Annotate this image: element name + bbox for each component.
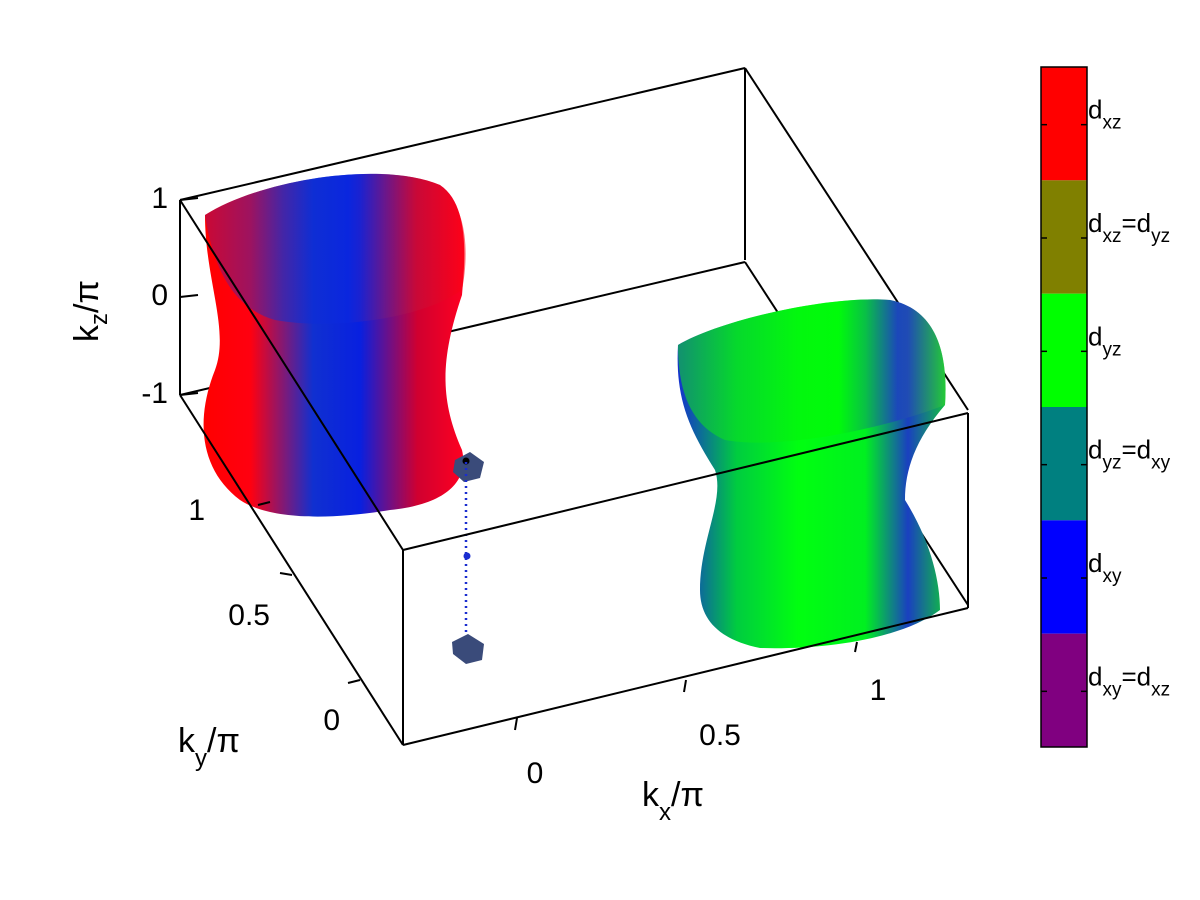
colorbar-swatch bbox=[1041, 407, 1087, 521]
x-axis-label-sub: x bbox=[659, 799, 671, 826]
colorbar-label: dxz=dyz bbox=[1088, 208, 1170, 247]
orbital-colorbar: dxz dxz=dyz dyz dyz=dxy dxy dxy=dxz bbox=[1040, 66, 1171, 748]
z-tick-labels: 1 0 -1 bbox=[141, 182, 168, 410]
surface-small-pockets bbox=[452, 452, 484, 664]
z-axis-label-tail: /π bbox=[68, 280, 106, 313]
z-tick-label: -1 bbox=[141, 377, 168, 410]
colorbar-swatch bbox=[1041, 520, 1087, 634]
y-axis-label-tail: /π bbox=[207, 722, 240, 760]
surface-pocket-near-x-edge bbox=[677, 299, 946, 649]
z-axis-label: kz/π bbox=[68, 280, 113, 342]
x-tick-label: 0 bbox=[527, 757, 544, 790]
y-axis-label-sub: y bbox=[195, 745, 207, 772]
y-tick-label: 0 bbox=[323, 704, 340, 737]
x-axis-label-base: k bbox=[642, 776, 660, 814]
x-tick-label: 0.5 bbox=[699, 719, 741, 752]
y-tick-label: 1 bbox=[188, 494, 205, 527]
tick-marks bbox=[179, 197, 858, 731]
colorbar-label: dyz=dxy bbox=[1088, 435, 1171, 474]
colorbar-swatch bbox=[1041, 633, 1087, 747]
z-axis-label-base: k bbox=[68, 324, 106, 342]
plot-box-front bbox=[179, 199, 969, 746]
colorbar-swatch bbox=[1041, 293, 1087, 407]
colorbar-swatch bbox=[1041, 67, 1087, 181]
surface-pocket-near-origin bbox=[203, 173, 466, 517]
x-axis-label-tail: /π bbox=[671, 776, 704, 814]
z-axis-label-sub: z bbox=[86, 313, 113, 325]
colorbar-label: dxz bbox=[1088, 95, 1121, 134]
y-axis-label: ky/π bbox=[178, 722, 240, 772]
colorbar-label: dyz bbox=[1088, 321, 1121, 360]
z-tick-label: 1 bbox=[151, 182, 168, 215]
x-axis-label: kx/π bbox=[642, 776, 704, 826]
colorbar-label: dxy bbox=[1088, 548, 1122, 587]
colorbar-label: dxy=dxz bbox=[1088, 661, 1170, 700]
colorbar-frame bbox=[1040, 66, 1088, 748]
y-tick-label: 0.5 bbox=[228, 599, 270, 632]
y-tick-labels: 0 0.5 1 bbox=[188, 494, 340, 737]
x-tick-label: 1 bbox=[870, 674, 887, 707]
z-tick-label: 0 bbox=[151, 279, 168, 312]
x-tick-labels: 0 0.5 1 bbox=[527, 674, 887, 790]
y-axis-label-base: k bbox=[178, 722, 196, 760]
colorbar-swatch bbox=[1041, 180, 1087, 294]
